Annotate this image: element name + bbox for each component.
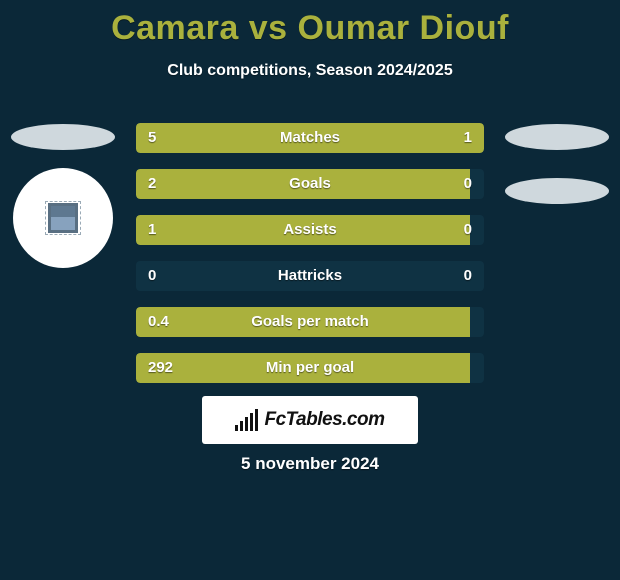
- stat-label: Goals per match: [136, 307, 484, 337]
- stat-row: 00Hattricks: [136, 261, 484, 291]
- comparison-title: Camara vs Oumar Diouf: [0, 0, 620, 48]
- stat-label: Min per goal: [136, 353, 484, 383]
- stat-label: Hattricks: [136, 261, 484, 291]
- comparison-date: 5 november 2024: [0, 454, 620, 474]
- player-left-column: [8, 124, 118, 268]
- stat-label: Assists: [136, 215, 484, 245]
- stat-row: 20Goals: [136, 169, 484, 199]
- comparison-subtitle: Club competitions, Season 2024/2025: [0, 62, 620, 80]
- stats-container: 51Matches 20Goals 10Assists 00Hattricks 0.4G…: [136, 123, 484, 399]
- fctables-logo: FcTables.com: [202, 396, 418, 444]
- placeholder-image-icon: [48, 203, 78, 233]
- player-right-shadow-1: [505, 124, 609, 150]
- player-left-avatar: [13, 168, 113, 268]
- logo-text: FcTables.com: [264, 409, 384, 431]
- stat-row: 292Min per goal: [136, 353, 484, 383]
- stat-row: 51Matches: [136, 123, 484, 153]
- player-right-column: [502, 124, 612, 204]
- stat-row: 0.4Goals per match: [136, 307, 484, 337]
- stat-label: Goals: [136, 169, 484, 199]
- player-left-shadow: [11, 124, 115, 150]
- player-right-shadow-2: [505, 178, 609, 204]
- stat-row: 10Assists: [136, 215, 484, 245]
- stat-label: Matches: [136, 123, 484, 153]
- bar-chart-icon: [235, 409, 258, 431]
